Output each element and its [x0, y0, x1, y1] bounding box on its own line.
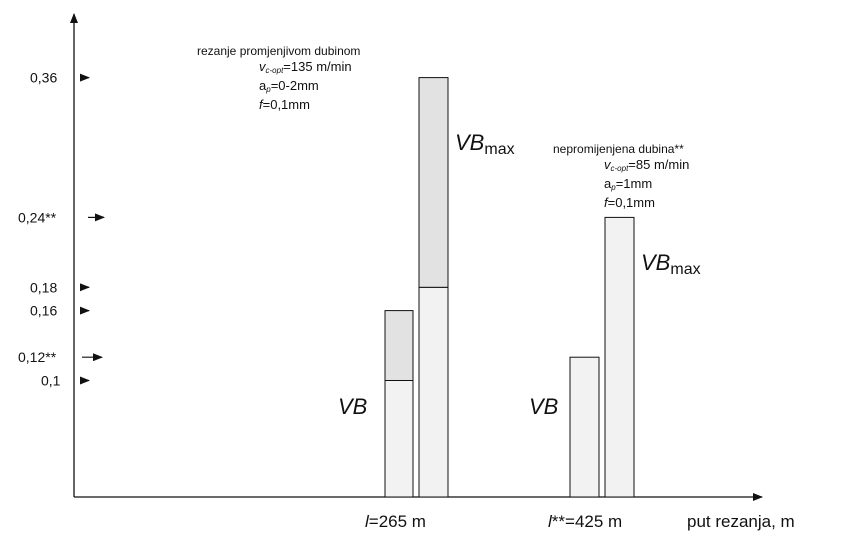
bars — [384, 77, 635, 498]
bar-vbmax-upper — [418, 77, 449, 288]
vbmax-label: VBmax — [455, 130, 515, 158]
y-tick-label: 0,18 — [30, 279, 57, 295]
y-tick-label: 0,36 — [30, 70, 57, 86]
bar-vb-lower — [569, 356, 600, 498]
bar-vbmax-lower — [604, 216, 635, 498]
bar-vb-lower — [384, 380, 414, 498]
annotation-variable-depth: rezanje promjenjivom dubinom vc-opt=135 … — [197, 44, 360, 112]
bar-vb-upper — [384, 310, 414, 382]
annotation-depth: ap=1mm — [604, 176, 653, 192]
bar-vbmax-lower — [418, 286, 449, 498]
y-tick-label: 0,1 — [41, 373, 61, 389]
y-tick-label: 0,24** — [18, 209, 57, 225]
annotation-title: nepromijenjena dubina** — [553, 142, 684, 156]
axes — [70, 13, 763, 501]
x-category-label: l**=425 m — [548, 512, 622, 531]
vb-label: VB — [338, 394, 367, 419]
annotation-feed: f=0,1mm — [604, 195, 655, 210]
y-ticks: 0,36 0,24** 0,18 0,16 0,12** 0,1 — [18, 70, 105, 389]
annotation-speed: vc-opt=85 m/min — [604, 157, 690, 173]
annotation-constant-depth: nepromijenjena dubina** vc-opt=85 m/min … — [553, 142, 689, 210]
vbmax-label: VBmax — [641, 250, 701, 278]
annotation-depth: ap=0-2mm — [259, 78, 319, 94]
annotation-speed: vc-opt=135 m/min — [259, 59, 352, 75]
vb-label: VB — [529, 394, 558, 419]
x-category-label: l=265 m — [365, 512, 426, 531]
y-tick-label: 0,12** — [18, 349, 57, 365]
annotation-title: rezanje promjenjivom dubinom — [197, 44, 361, 58]
y-tick-label: 0,16 — [30, 303, 57, 319]
annotation-feed: f=0,1mm — [259, 97, 310, 112]
x-axis-title: put rezanja, m — [687, 512, 795, 531]
